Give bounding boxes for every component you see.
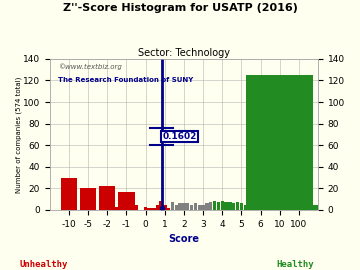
Title: Sector: Technology: Sector: Technology (138, 48, 230, 58)
Bar (240, 204, 243, 210)
Bar (247, 204, 251, 210)
Bar (171, 202, 174, 210)
Bar (118, 192, 135, 210)
Bar (232, 204, 235, 210)
Bar (80, 188, 96, 210)
Bar (150, 208, 153, 210)
Bar (221, 201, 224, 210)
Text: Z''-Score Histogram for USATP (2016): Z''-Score Histogram for USATP (2016) (63, 3, 297, 13)
Bar (201, 205, 205, 210)
Bar (61, 178, 77, 210)
Y-axis label: Number of companies (574 total): Number of companies (574 total) (15, 76, 22, 193)
Bar (243, 205, 247, 210)
Text: 0.1602: 0.1602 (162, 132, 197, 141)
Bar (159, 201, 163, 210)
Bar (265, 205, 332, 210)
Bar (236, 202, 239, 210)
Bar (246, 75, 313, 210)
Bar (209, 202, 212, 210)
Bar (167, 208, 170, 210)
Bar (213, 201, 216, 210)
Bar (182, 204, 186, 210)
Bar (194, 204, 197, 210)
Text: The Research Foundation of SUNY: The Research Foundation of SUNY (58, 77, 193, 83)
Bar (156, 205, 160, 210)
Bar (147, 208, 150, 210)
Bar (224, 202, 228, 210)
Bar (190, 205, 193, 210)
Bar (163, 205, 167, 210)
Text: ©www.textbiz.org: ©www.textbiz.org (58, 63, 122, 70)
Bar (134, 205, 138, 210)
Bar (144, 207, 147, 210)
Bar (205, 204, 209, 210)
Bar (179, 204, 182, 210)
Bar (175, 205, 178, 210)
Bar (186, 204, 189, 210)
Bar (99, 186, 116, 210)
Bar (198, 205, 201, 210)
Text: Healthy: Healthy (276, 260, 314, 269)
Bar (217, 202, 220, 210)
Bar (252, 161, 269, 210)
Text: Unhealthy: Unhealthy (19, 260, 67, 269)
Bar (153, 208, 157, 210)
Bar (115, 207, 119, 210)
Bar (228, 202, 231, 210)
X-axis label: Score: Score (168, 234, 199, 244)
